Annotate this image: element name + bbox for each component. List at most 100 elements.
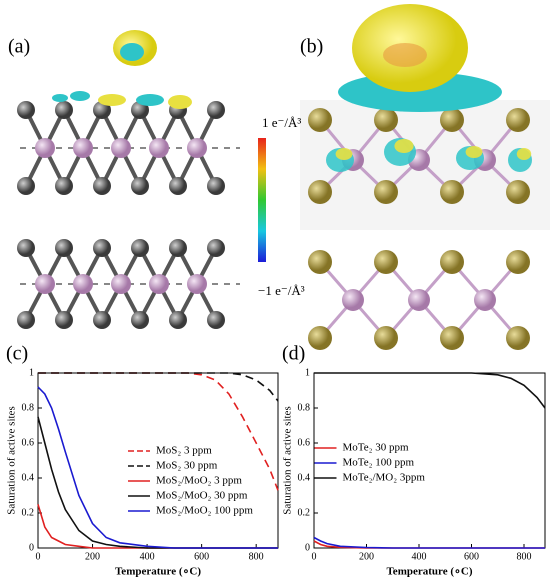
atom-te: [374, 250, 398, 274]
atom-te: [374, 180, 398, 204]
atom-s: [131, 239, 149, 257]
legend-label: MoS₂/MoO₂ 30 ppm: [156, 490, 248, 502]
atom-s: [17, 311, 35, 329]
atom-s: [55, 101, 73, 119]
x-tick-label: 200: [359, 551, 374, 562]
atom-te: [506, 326, 530, 350]
atom-te: [374, 326, 398, 350]
atom-s: [17, 177, 35, 195]
x-tick-label: 800: [249, 551, 264, 562]
density-blob: [52, 94, 68, 102]
legend-label: MoS₂ 30 ppm: [156, 460, 218, 472]
atom-s: [169, 311, 187, 329]
y-axis-label: Saturation of active sites: [282, 406, 294, 514]
x-axis-label: Temperature (∘C): [386, 566, 472, 578]
atom-te: [440, 180, 464, 204]
series-line: [314, 372, 546, 409]
density-blob: [465, 146, 483, 158]
atom-mo: [474, 289, 496, 311]
y-tick-label: 0.8: [298, 402, 311, 413]
atom-te: [308, 108, 332, 132]
density-blob: [335, 148, 353, 160]
y-tick-label: 0.4: [298, 472, 311, 483]
atom-te: [506, 250, 530, 274]
panel-label: (b): [300, 36, 323, 58]
atom-mo: [35, 138, 55, 158]
atom-mo: [187, 138, 207, 158]
y-tick-label: 1: [305, 367, 310, 378]
x-tick-label: 400: [140, 551, 155, 562]
y-tick-label: 1: [29, 367, 34, 378]
atom-te: [308, 326, 332, 350]
atom-mo: [149, 138, 169, 158]
series-line: [38, 372, 279, 491]
atom-mo: [408, 289, 430, 311]
y-tick-label: 0.6: [298, 437, 311, 448]
atom-te: [308, 250, 332, 274]
panel-label: (d): [282, 343, 305, 365]
atom-mo: [73, 138, 93, 158]
atom-s: [207, 177, 225, 195]
atom-te: [440, 326, 464, 350]
density-blob: [98, 94, 126, 106]
x-axis-label: Temperature (∘C): [115, 566, 201, 578]
atom-mo: [342, 289, 364, 311]
atom-te: [506, 180, 530, 204]
legend-label: MoS₂/MoO₂ 3 ppm: [156, 475, 242, 487]
legend-label: MoS₂ 3 ppm: [156, 445, 212, 457]
atom-mo: [187, 274, 207, 294]
atom-s: [169, 177, 187, 195]
atom-te: [440, 250, 464, 274]
atom-s: [55, 311, 73, 329]
atom-s: [93, 177, 111, 195]
atom-s: [207, 239, 225, 257]
x-tick-label: 600: [464, 551, 479, 562]
atom-mo: [149, 274, 169, 294]
atom-s: [55, 239, 73, 257]
atom-s: [55, 177, 73, 195]
atom-mo: [111, 138, 131, 158]
atom-mo: [35, 274, 55, 294]
atom-s: [93, 239, 111, 257]
y-tick-label: 0: [29, 542, 34, 553]
atom-te: [374, 108, 398, 132]
colorbar-min: −1 e⁻/Å³: [258, 283, 305, 298]
legend-label: MoTe₂/MO₂ 3ppm: [343, 472, 426, 484]
atom-te: [506, 108, 530, 132]
y-tick-label: 0.6: [22, 437, 35, 448]
density-blob: [516, 148, 532, 160]
atom-s: [93, 311, 111, 329]
atom-s: [131, 177, 149, 195]
y-tick-label: 0.2: [22, 507, 35, 518]
atom-mo: [111, 274, 131, 294]
density-blob: [383, 43, 427, 67]
density-blob: [136, 94, 164, 106]
x-tick-label: 400: [412, 551, 427, 562]
x-tick-label: 200: [85, 551, 100, 562]
density-blob: [168, 95, 192, 109]
y-tick-label: 0.4: [22, 472, 35, 483]
density-blob: [120, 43, 144, 61]
atom-s: [131, 311, 149, 329]
density-blob: [394, 139, 414, 153]
density-blob: [70, 91, 90, 101]
atom-te: [308, 180, 332, 204]
panel-label: (c): [6, 343, 28, 365]
series-line: [313, 536, 545, 549]
atom-s: [207, 101, 225, 119]
colorbar: [258, 138, 266, 262]
y-tick-label: 0.8: [22, 402, 35, 413]
atom-te: [440, 108, 464, 132]
atom-mo: [73, 274, 93, 294]
panel-label: (a): [8, 36, 30, 58]
series-line: [38, 372, 279, 402]
series-line: [37, 386, 278, 549]
legend-label: MoTe₂ 30 ppm: [343, 442, 409, 454]
atom-s: [207, 311, 225, 329]
legend-label: MoS₂/MoO₂ 100 ppm: [156, 505, 253, 517]
atom-s: [169, 239, 187, 257]
x-tick-label: 800: [517, 551, 532, 562]
x-tick-label: 0: [312, 551, 317, 562]
colorbar-max: 1 e⁻/Å³: [262, 115, 301, 130]
